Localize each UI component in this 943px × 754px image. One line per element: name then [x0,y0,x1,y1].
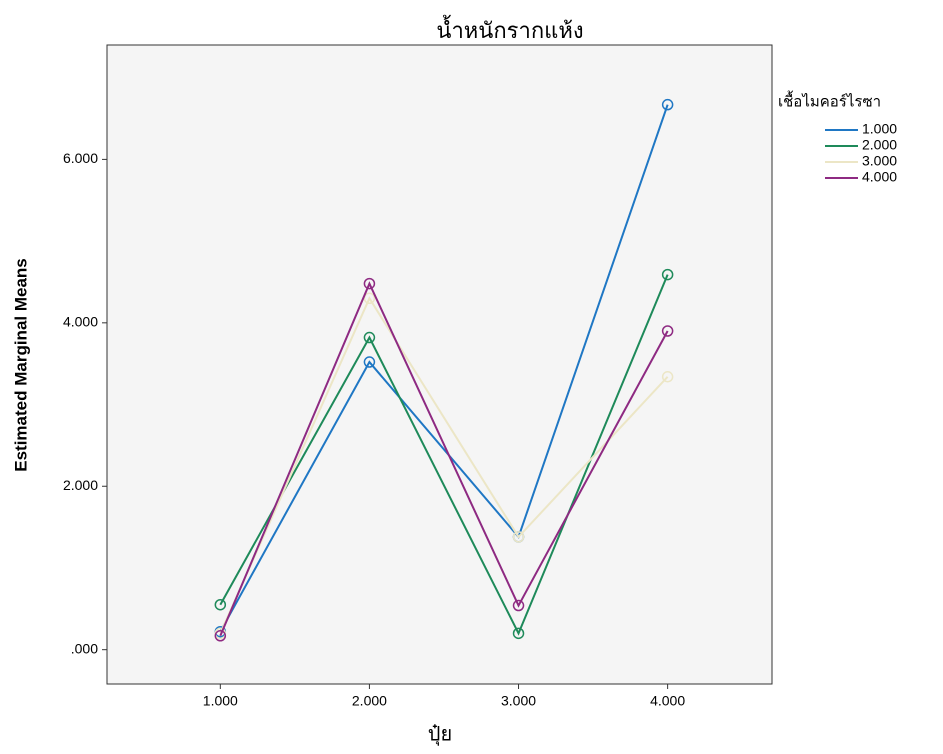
legend-label: 1.000 [862,121,897,137]
series-line [219,274,669,636]
x-tick-label: 1.000 [203,693,238,709]
point-marker [512,531,525,543]
plot-area [106,44,773,685]
point-marker [661,268,674,281]
y-tick-label: 2.000 [63,477,98,493]
series-line [219,296,669,634]
point-marker [661,325,674,337]
point-marker [363,331,376,344]
y-tick-label: 4.000 [63,314,98,330]
point-marker [363,277,376,290]
x-axis-title: ปุ๋ย [428,722,452,747]
point-marker [363,356,376,368]
point-marker [661,371,674,383]
series-line [219,281,669,637]
y-tick-label: .000 [71,640,98,656]
point-marker [214,630,227,642]
y-tick-label: 6.000 [63,150,98,166]
legend-label: 2.000 [862,137,897,153]
x-tick-label: 4.000 [650,693,685,709]
x-tick-label: 3.000 [501,693,536,709]
chart-title: น้ำหนักรากแห้ง [436,15,583,44]
point-marker [214,598,227,611]
series-line [219,104,669,633]
point-marker [512,627,525,640]
legend-title: เชื้อไมคอร์ไรซา [778,91,881,111]
legend-label: 4.000 [862,169,897,185]
y-axis-title: Estimated Marginal Means [11,258,30,472]
legend-label: 3.000 [862,153,897,169]
x-tick-label: 2.000 [352,693,387,709]
point-marker [363,292,376,305]
point-marker [512,599,525,612]
point-marker [661,98,674,111]
